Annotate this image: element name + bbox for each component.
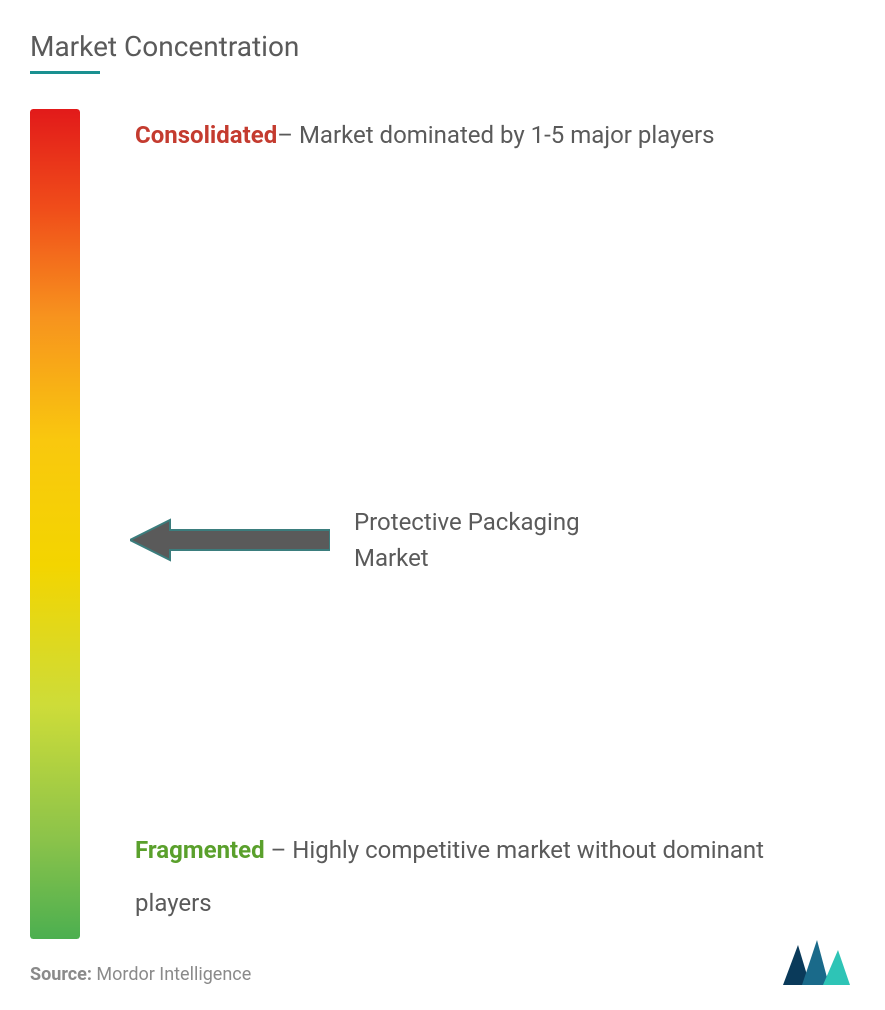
consolidated-word: Consolidated	[135, 121, 277, 149]
fragmented-word: Fragmented	[135, 836, 265, 864]
consolidated-desc: – Market dominated by 1-5 major players	[277, 121, 714, 149]
source-prefix: Source:	[30, 964, 96, 985]
concentration-diagram: Consolidated– Market dominated by 1-5 ma…	[30, 104, 855, 944]
page-title: Market Concentration	[30, 30, 855, 63]
market-pointer: Protective Packaging Market	[130, 504, 614, 576]
title-underline	[30, 71, 100, 74]
footer: Source: Mordor Intelligence	[30, 940, 855, 985]
source-name: Mordor Intelligence	[96, 964, 251, 985]
concentration-gradient-bar	[30, 109, 80, 939]
consolidated-label-block: Consolidated– Market dominated by 1-5 ma…	[135, 109, 845, 162]
source-attribution: Source: Mordor Intelligence	[30, 964, 251, 985]
fragmented-label-block: Fragmented – Highly competitive market w…	[135, 824, 845, 930]
mordor-logo-icon	[780, 940, 855, 985]
market-name-label: Protective Packaging Market	[354, 504, 614, 576]
arrow-left-icon	[130, 515, 330, 565]
